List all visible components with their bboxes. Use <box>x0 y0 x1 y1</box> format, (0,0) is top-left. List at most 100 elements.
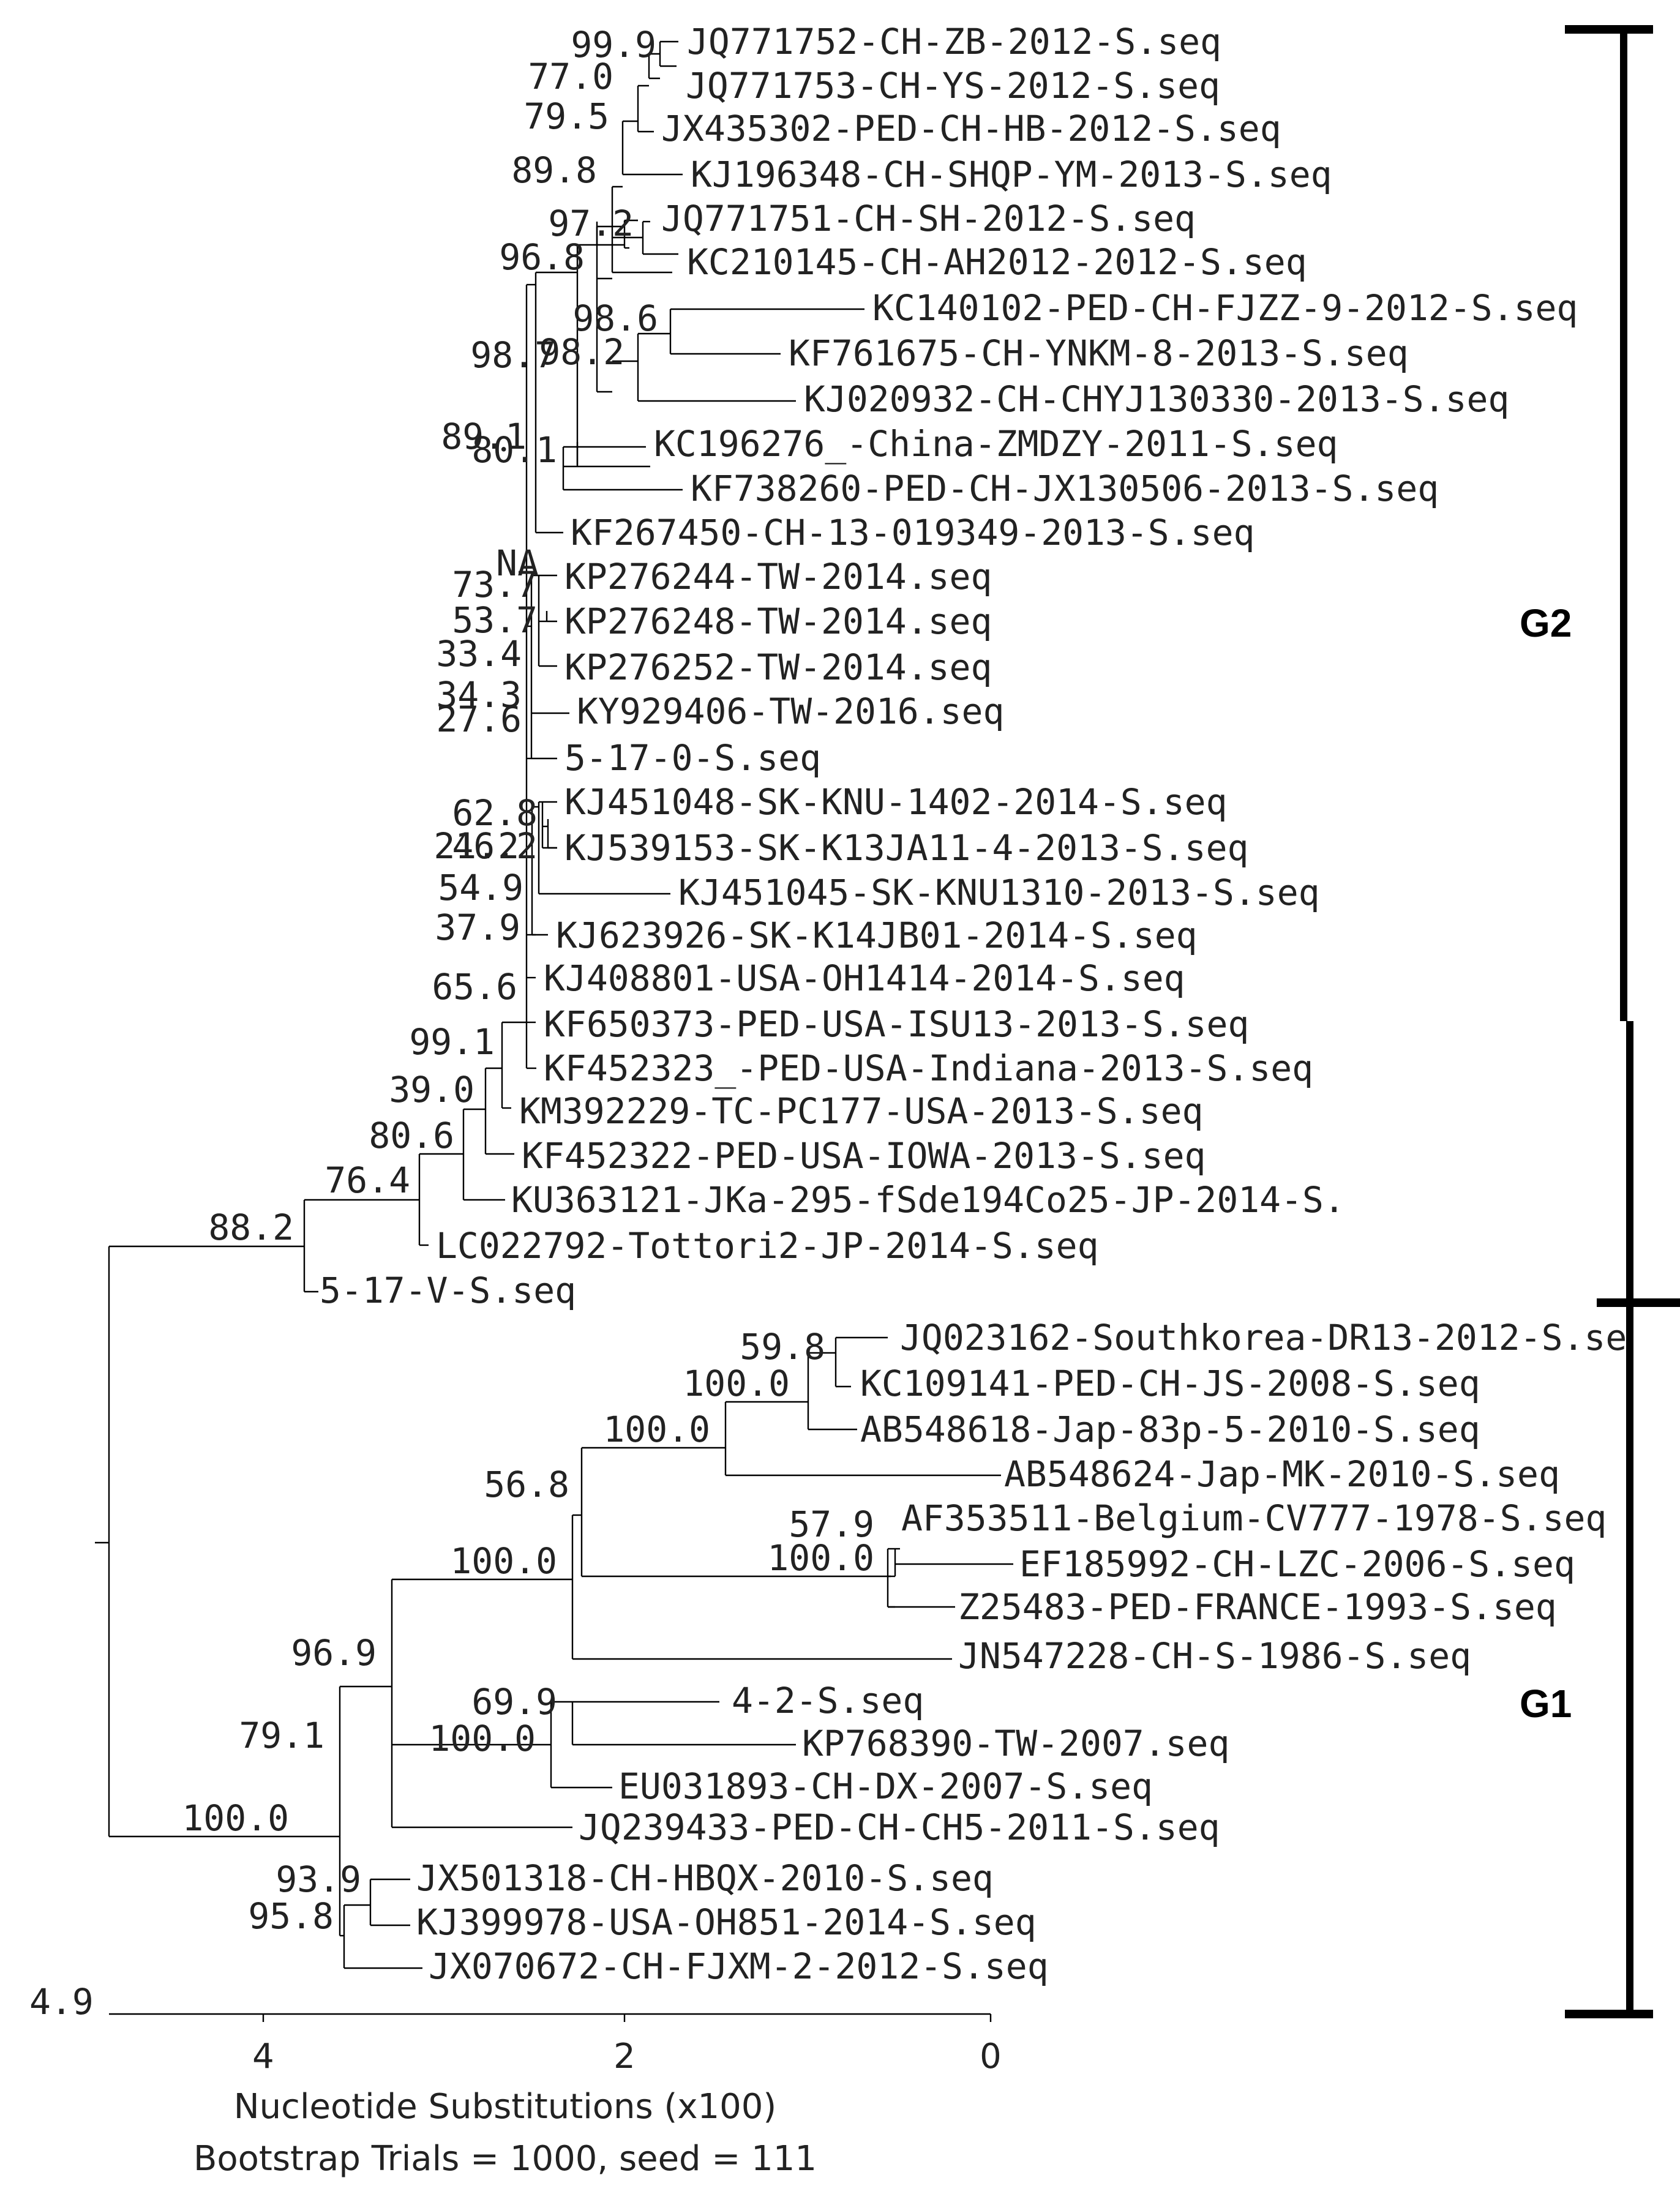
bootstrap-b23: 65.6 <box>432 966 517 1008</box>
leaf-label-t3: JX435302-PED-CH-HB-2012-S.seq <box>661 108 1281 149</box>
leaf-label-t4: KJ196348-CH-SHQP-YM-2013-S.seq <box>691 154 1332 195</box>
bootstrap-b15: 33.4 <box>436 633 522 675</box>
bootstrap-b32: 56.8 <box>484 1464 569 1505</box>
bootstrap-values: 99.9 77.0 79.5 89.8 97.2 96.8 98.6 98.7 … <box>182 24 874 1937</box>
leaf-label-t31: KC109141-PED-CH-JS-2008-S.seq <box>860 1363 1480 1404</box>
leaf-label-t2: JQ771753-CH-YS-2012-S.seq <box>686 65 1220 107</box>
bootstrap-b16: 34.3 <box>436 674 522 716</box>
leaf-label-t26: KF452322-PED-USA-IOWA-2013-S.seq <box>522 1135 1206 1177</box>
leaf-label-t22: KJ408801-USA-OH1414-2014-S.seq <box>544 957 1185 999</box>
leaf-label-t43: KJ399978-USA-OH851-2014-S.seq <box>416 1901 1037 1943</box>
bootstrap-b22: 37.9 <box>435 907 520 948</box>
group-label-g2: G2 <box>1520 601 1572 645</box>
leaf-label-t12: KF267450-CH-13-019349-2013-S.seq <box>571 512 1254 553</box>
bootstrap-b12: NA <box>496 542 539 584</box>
bootstrap-b20: 21.2 <box>433 825 519 867</box>
leaf-label-t28: LC022792-Tottori2-JP-2014-S.seq <box>436 1225 1099 1267</box>
bootstrap-b29: 59.8 <box>740 1326 825 1368</box>
group-label-g1: G1 <box>1520 1682 1572 1726</box>
bootstrap-b26: 80.6 <box>369 1115 454 1156</box>
leaf-label-t5: JQ771751-CH-SH-2012-S.seq <box>661 198 1196 239</box>
leaf-label-t9: KJ020932-CH-CHYJ130330-2013-S.seq <box>804 378 1509 420</box>
axis-tick-4: 4 <box>252 2037 274 2076</box>
leaf-label-t11: KF738260-PED-CH-JX130506-2013-S.seq <box>691 468 1439 509</box>
bootstrap-b6: 96.8 <box>499 236 585 278</box>
axis-tick-0: 0 <box>980 2037 1002 2076</box>
leaf-label-t29: 5-17-V-S.seq <box>320 1270 576 1311</box>
leaf-label-t20: KJ451045-SK-KNU1310-2013-S.seq <box>678 872 1320 913</box>
bootstrap-b35: 100.0 <box>450 1540 557 1582</box>
bootstrap-b30: 100.0 <box>683 1363 790 1404</box>
leaf-label-t10: KC196276_-China-ZMDZY-2011-S.seq <box>654 423 1338 465</box>
bootstrap-b37: 69.9 <box>471 1681 557 1723</box>
leaf-label-t27: KU363121-JKa-295-fSde194Co25-JP-2014-S. <box>511 1179 1345 1221</box>
bootstrap-b11: 80.1 <box>471 429 557 471</box>
bootstrap-b1: 99.9 <box>571 24 656 66</box>
bootstrap-b41: 93.9 <box>276 1859 361 1900</box>
leaf-label-t38: 4-2-S.seq <box>732 1680 924 1721</box>
leaf-label-t36: Z25483-PED-FRANCE-1993-S.seq <box>958 1586 1557 1628</box>
bootstrap-b39: 79.1 <box>239 1715 324 1756</box>
group-brackets <box>1565 25 1680 2018</box>
leaf-label-t6: KC210145-CH-AH2012-2012-S.seq <box>687 241 1307 283</box>
leaf-label-t44: JX070672-CH-FJXM-2-2012-S.seq <box>429 1945 1049 1987</box>
bootstrap-b7: 98.6 <box>572 298 658 339</box>
leaf-label-t37: JN547228-CH-S-1986-S.seq <box>958 1635 1471 1677</box>
leaf-label-t8: KF761675-CH-YNKM-8-2013-S.seq <box>789 332 1409 374</box>
bootstrap-b28: 88.2 <box>208 1207 294 1248</box>
bootstrap-b38: 100.0 <box>429 1718 536 1759</box>
leaf-label-t17: 5-17-0-S.seq <box>564 737 821 779</box>
leaf-label-t18: KJ451048-SK-KNU-1402-2014-S.seq <box>564 781 1228 823</box>
bootstrap-b31: 100.0 <box>603 1409 710 1450</box>
leaf-label-t14: KP276248-TW-2014.seq <box>564 601 992 642</box>
leaf-label-t25: KM392229-TC-PC177-USA-2013-S.seq <box>519 1090 1203 1132</box>
bootstrap-b13: 73.7 <box>452 564 538 605</box>
leaf-label-t15: KP276252-TW-2014.seq <box>564 646 992 688</box>
leaf-label-t1: JQ771752-CH-ZB-2012-S.seq <box>687 21 1221 62</box>
leaf-label-t19: KJ539153-SK-K13JA11-4-2013-S.seq <box>564 827 1248 869</box>
bootstrap-b3: 79.5 <box>523 95 609 137</box>
leaf-label-t30: JQ023162-Southkorea-DR13-2012-S.se <box>900 1317 1627 1358</box>
axis-tick-2: 2 <box>613 2037 636 2076</box>
leaf-label-t41: JQ239433-PED-CH-CH5-2011-S.seq <box>579 1806 1220 1848</box>
bootstrap-b40: 100.0 <box>182 1797 289 1839</box>
axis-start-label: 4.9 <box>29 1981 94 2023</box>
leaf-label-t7: KC140102-PED-CH-FJZZ-9-2012-S.seq <box>872 287 1578 329</box>
leaf-label-t39: KP768390-TW-2007.seq <box>802 1723 1229 1764</box>
bootstrap-b5: 97.2 <box>548 203 634 244</box>
leaf-label-t34: AF353511-Belgium-CV777-1978-S.seq <box>901 1497 1607 1539</box>
tree-branches <box>95 40 1013 1969</box>
axis-title: Nucleotide Substitutions (x100) <box>234 2087 776 2127</box>
bootstrap-b4: 89.8 <box>511 149 597 191</box>
distance-axis: 4.9 4 2 0 Nucleotide Substitutions (x100… <box>29 1981 1002 2179</box>
bootstrap-b14: 53.7 <box>452 599 538 641</box>
bootstrap-b36: 96.9 <box>291 1632 377 1674</box>
leaf-label-t23: KF650373-PED-USA-ISU13-2013-S.seq <box>544 1003 1249 1045</box>
leaf-label-t32: AB548618-Jap-83p-5-2010-S.seq <box>860 1409 1480 1450</box>
leaf-labels: JQ771752-CH-ZB-2012-S.seq JQ771753-CH-YS… <box>320 21 1627 1987</box>
bootstrap-b27: 76.4 <box>324 1159 410 1201</box>
leaf-label-t35: EF185992-CH-LZC-2006-S.seq <box>1019 1543 1575 1585</box>
leaf-label-t40: EU031893-CH-DX-2007-S.seq <box>618 1765 1153 1807</box>
bootstrap-b42: 95.8 <box>248 1895 334 1937</box>
bootstrap-b25: 39.0 <box>389 1069 474 1110</box>
leaf-label-t33: AB548624-Jap-MK-2010-S.seq <box>1004 1453 1560 1495</box>
bootstrap-b33: 57.9 <box>789 1503 874 1545</box>
bootstrap-b34: 100.0 <box>767 1537 874 1579</box>
bootstrap-note: Bootstrap Trials = 1000, seed = 111 <box>193 2139 817 2179</box>
leaf-label-t21: KJ623926-SK-K14JB01-2014-S.seq <box>556 915 1198 956</box>
bootstrap-b19: 46.2 <box>452 825 538 867</box>
bootstrap-b10: 89.1 <box>441 416 527 457</box>
leaf-label-t42: JX501318-CH-HBQX-2010-S.seq <box>416 1857 994 1899</box>
bootstrap-b18: 62.8 <box>452 792 538 834</box>
leaf-label-t24: KF452323_-PED-USA-Indiana-2013-S.seq <box>544 1047 1313 1089</box>
bootstrap-b2: 77.0 <box>528 56 613 97</box>
bootstrap-b9: 98.2 <box>539 331 624 373</box>
bootstrap-b17: 27.6 <box>436 698 522 740</box>
bootstrap-b8: 98.7 <box>470 334 556 376</box>
leaf-label-t13: KP276244-TW-2014.seq <box>564 556 992 597</box>
bootstrap-b21: 54.9 <box>438 867 523 908</box>
bootstrap-b24: 99.1 <box>409 1021 495 1063</box>
leaf-label-t16: KY929406-TW-2016.seq <box>577 691 1004 732</box>
